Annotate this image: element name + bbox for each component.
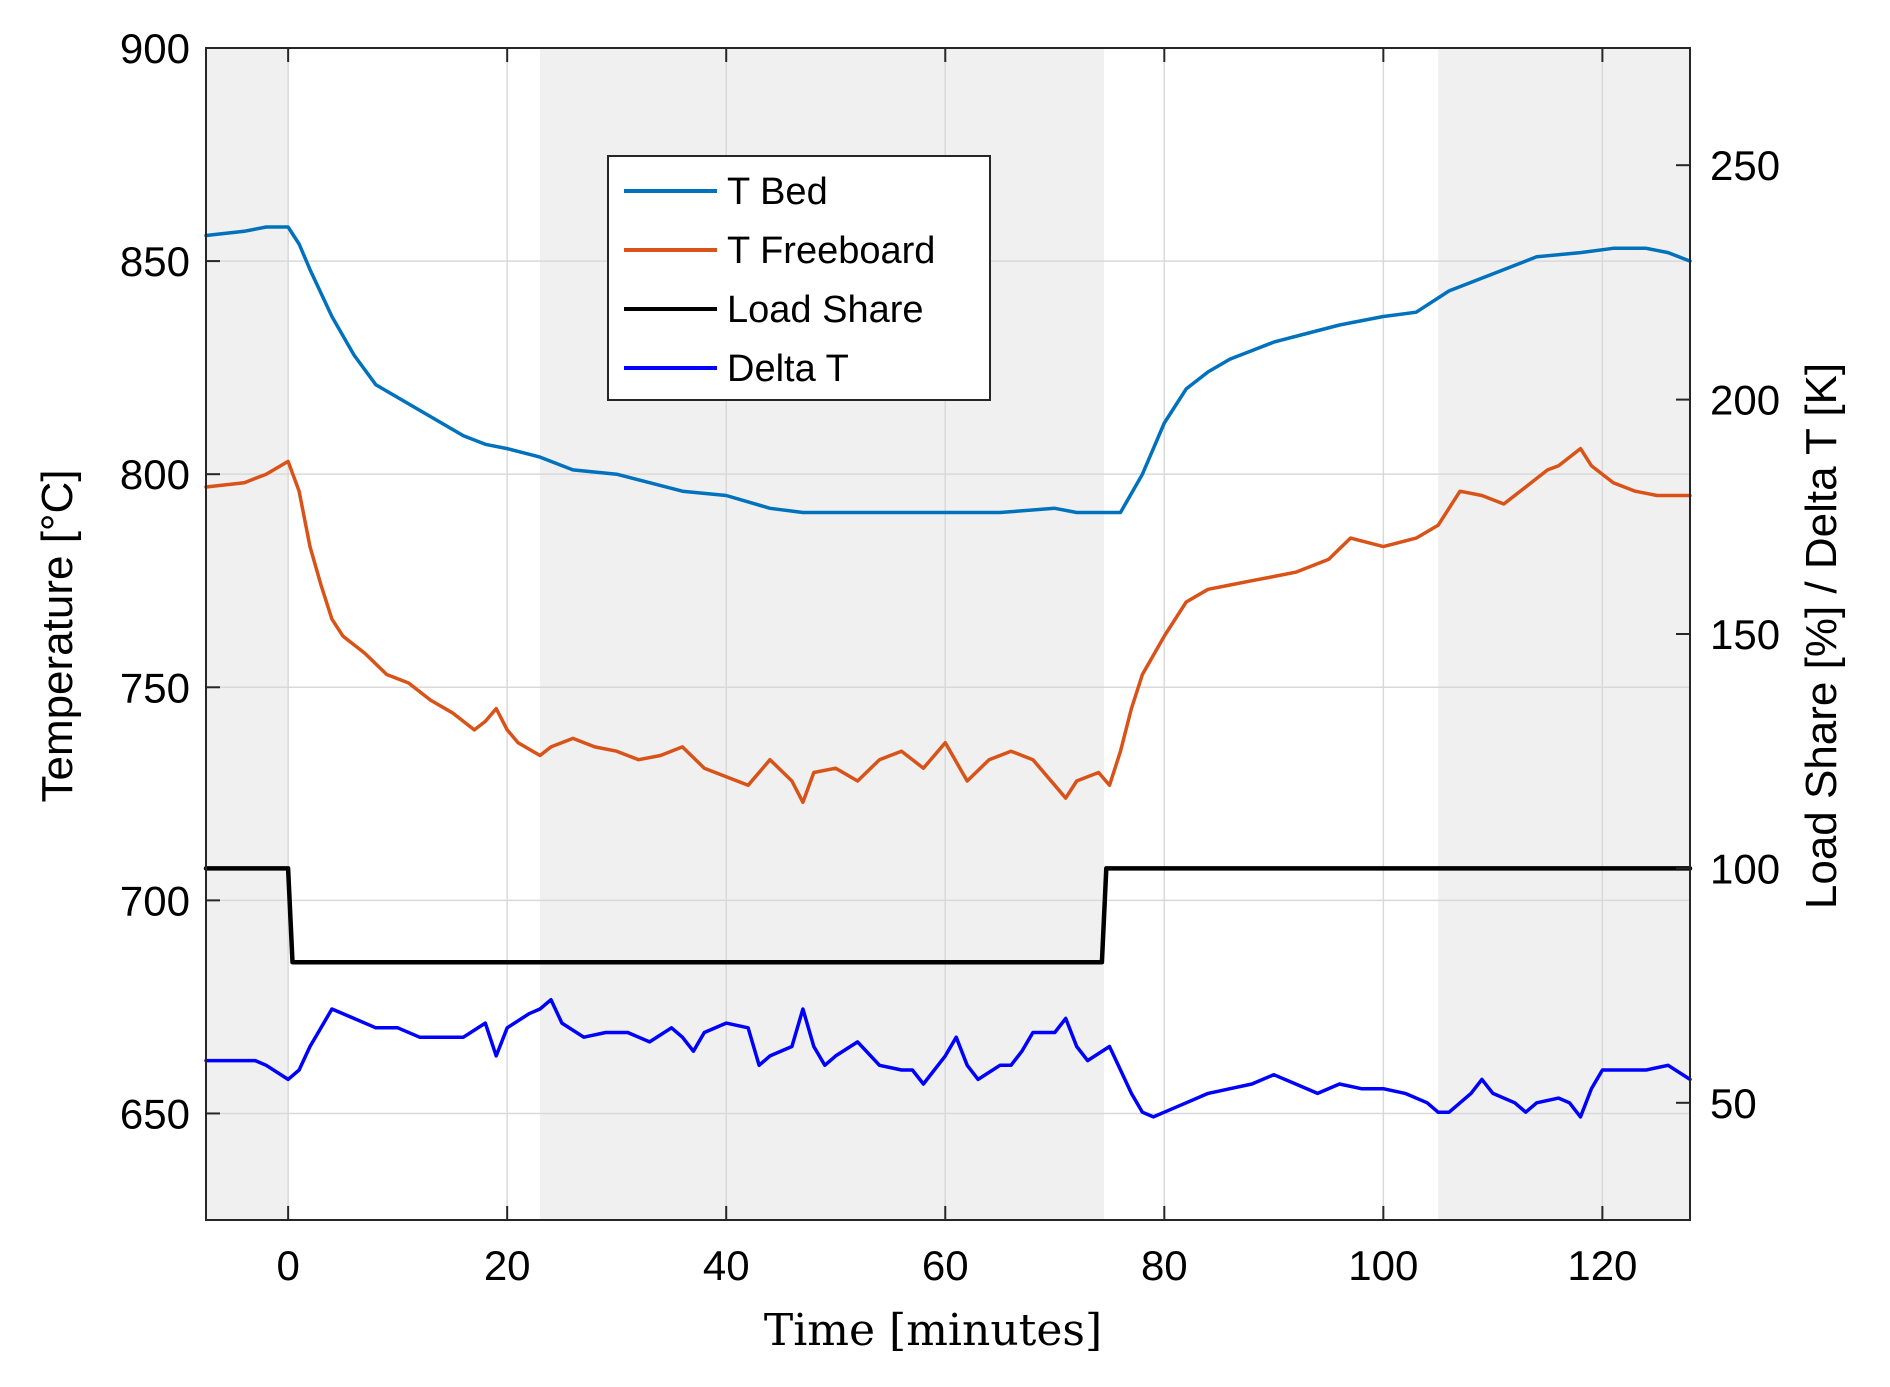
legend-box bbox=[607, 155, 991, 401]
shaded-region-2 bbox=[1438, 48, 1690, 1220]
right-y-tick-label: 50 bbox=[1710, 1080, 1757, 1127]
series-line-t-bed bbox=[204, 225, 1692, 515]
x-tick-label: 120 bbox=[1567, 1242, 1637, 1289]
right-y-tick-labels: 50 100 150 200 250 bbox=[1710, 142, 1780, 1127]
tick-marks bbox=[206, 47, 1690, 1220]
right-y-axis-title: Load Share [%] / Delta T [K] bbox=[1797, 363, 1846, 909]
x-tick-label: 60 bbox=[922, 1242, 969, 1289]
legend-label-delta-t: Delta T bbox=[727, 348, 849, 390]
series-line-t-freeboard bbox=[204, 446, 1692, 805]
x-tick-label: 40 bbox=[703, 1242, 750, 1289]
left-y-tick-labels: 650 700 750 800 850 900 bbox=[120, 25, 190, 1137]
x-tick-labels: 0 20 40 60 80 100 120 bbox=[276, 1242, 1637, 1289]
left-y-tick-label: 750 bbox=[120, 664, 190, 711]
left-y-axis-title: Temperature [°C] bbox=[33, 469, 82, 802]
x-tick-label: 0 bbox=[276, 1242, 299, 1289]
legend-label-load-share: Load Share bbox=[727, 289, 924, 331]
series-line-load-share bbox=[203, 866, 1693, 965]
series-line-delta-t bbox=[204, 997, 1692, 1119]
right-y-tick-label: 200 bbox=[1710, 377, 1780, 424]
shaded-region-0 bbox=[206, 48, 289, 1220]
left-y-tick-label: 850 bbox=[120, 238, 190, 285]
left-y-tick-label: 800 bbox=[120, 451, 190, 498]
right-y-tick-label: 150 bbox=[1710, 611, 1780, 658]
x-tick-label: 100 bbox=[1348, 1242, 1418, 1289]
x-axis-title: Time [minutes] bbox=[764, 1305, 1102, 1356]
series-lines bbox=[203, 225, 1693, 1119]
right-y-tick-label: 100 bbox=[1710, 845, 1780, 892]
left-y-tick-label: 900 bbox=[120, 25, 190, 72]
left-y-tick-label: 650 bbox=[120, 1090, 190, 1137]
legend-label-t-freeboard: T Freeboard bbox=[727, 230, 935, 272]
x-tick-label: 80 bbox=[1141, 1242, 1188, 1289]
legend-label-t-bed: T Bed bbox=[727, 171, 828, 213]
right-y-tick-label: 250 bbox=[1710, 142, 1780, 189]
left-y-tick-label: 700 bbox=[120, 877, 190, 924]
legend: T Bed T Freeboard Load Share Delta T bbox=[607, 155, 991, 401]
x-tick-label: 20 bbox=[484, 1242, 531, 1289]
